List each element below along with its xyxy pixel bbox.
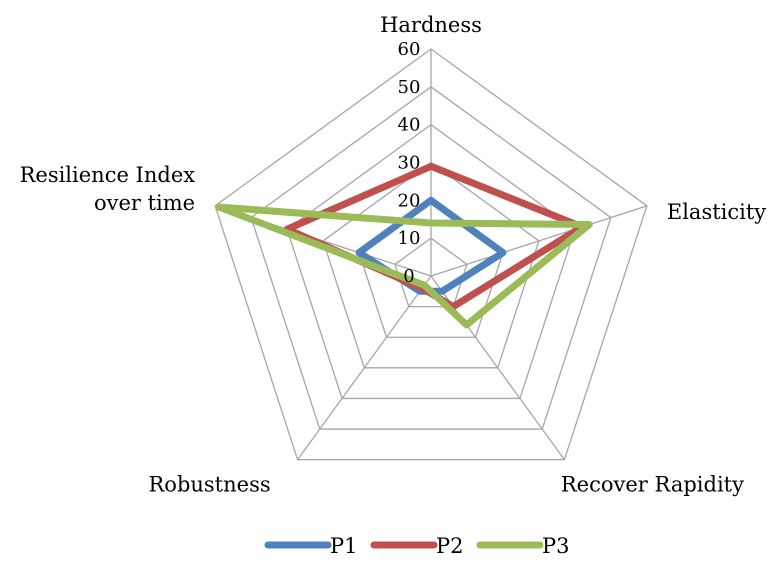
axis-label: Resilience Index bbox=[20, 163, 196, 187]
legend-label: P3 bbox=[542, 534, 570, 558]
legend-item-p2[interactable]: P2 bbox=[370, 534, 464, 558]
tick-label: 10 bbox=[398, 228, 421, 249]
legend-label: P2 bbox=[436, 534, 464, 558]
axis-spoke bbox=[297, 275, 432, 461]
tick-label: 50 bbox=[398, 77, 421, 98]
tick-label: 60 bbox=[398, 39, 421, 60]
grid-ring bbox=[322, 161, 540, 369]
axis-label: Robustness bbox=[148, 473, 270, 497]
grid-ring bbox=[394, 237, 468, 308]
axis-spoke bbox=[430, 205, 648, 277]
tick-label: 30 bbox=[398, 153, 421, 174]
axis-label: Recover Rapidity bbox=[561, 473, 744, 497]
grid bbox=[214, 48, 648, 461]
axis-label: Hardness bbox=[380, 13, 482, 37]
series-p3 bbox=[215, 203, 593, 329]
tick-label: 0 bbox=[403, 266, 414, 287]
axis-label: Elasticity bbox=[667, 200, 766, 224]
series-p2 bbox=[283, 162, 586, 311]
legend[interactable]: P1 P2 P3 bbox=[264, 534, 570, 558]
axis-labels: Hardness Elasticity Recover Rapidity Robust… bbox=[20, 13, 767, 497]
grid-ring bbox=[250, 86, 612, 430]
axis-label: over time bbox=[94, 191, 195, 215]
legend-item-p3[interactable]: P3 bbox=[476, 534, 570, 558]
legend-label: P1 bbox=[330, 534, 358, 558]
radial-tick-labels: 0 10 20 30 40 50 60 bbox=[398, 39, 421, 287]
grid-ring bbox=[214, 48, 648, 461]
series-layer bbox=[215, 162, 593, 329]
tick-label: 40 bbox=[398, 115, 421, 136]
legend-item-p1[interactable]: P1 bbox=[264, 534, 358, 558]
tick-label: 20 bbox=[398, 190, 421, 211]
